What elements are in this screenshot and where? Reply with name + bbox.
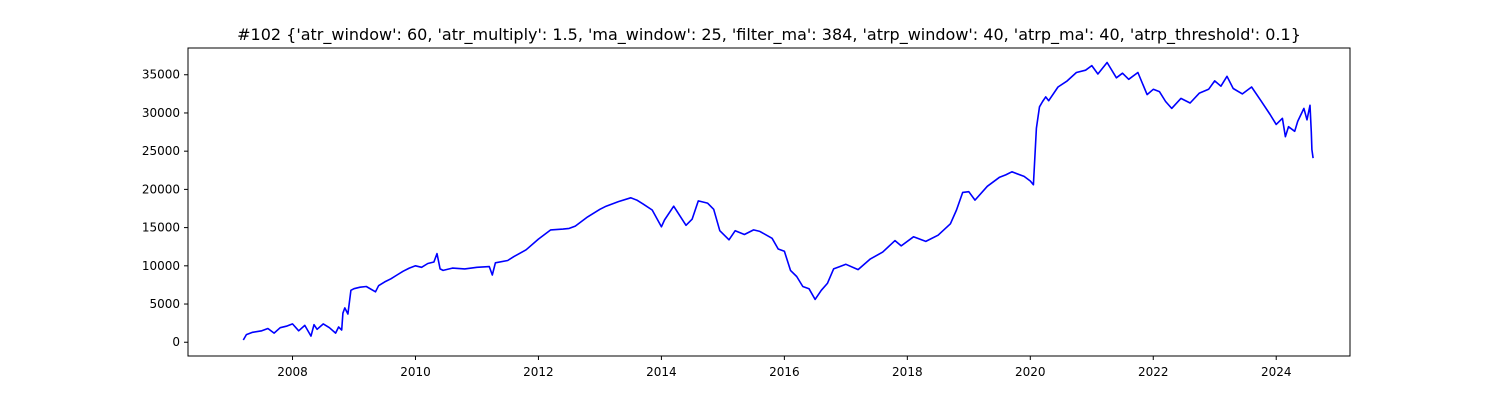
x-tick-label: 2012 — [523, 365, 554, 379]
x-tick-label: 2020 — [1015, 365, 1046, 379]
y-tick-label: 25000 — [142, 144, 180, 158]
y-tick-label: 30000 — [142, 106, 180, 120]
x-tick-label: 2014 — [646, 365, 677, 379]
y-tick-label: 20000 — [142, 182, 180, 196]
x-tick-label: 2022 — [1138, 365, 1169, 379]
axis-layer: 2008 2010 2012 2014 2016 2018 2020 2022 2024 0 500… — [142, 68, 1292, 379]
x-tick-label: 2024 — [1261, 365, 1292, 379]
plot-frame — [187, 47, 1351, 357]
y-tick-label: 0 — [172, 335, 180, 349]
x-tick-label: 2008 — [277, 365, 308, 379]
chart-title: #102 {'atr_window': 60, 'atr_multiply': … — [237, 25, 1301, 45]
y-tick-label: 15000 — [142, 221, 180, 235]
y-tick-label: 5000 — [149, 297, 180, 311]
y-tick-label: 10000 — [142, 259, 180, 273]
x-tick-label: 2016 — [769, 365, 800, 379]
series-layer — [242, 61, 1314, 341]
x-tick-label: 2018 — [892, 365, 923, 379]
y-tick-label: 35000 — [142, 68, 180, 82]
series-line-0 — [242, 61, 1314, 341]
x-tick-label: 2010 — [400, 365, 431, 379]
